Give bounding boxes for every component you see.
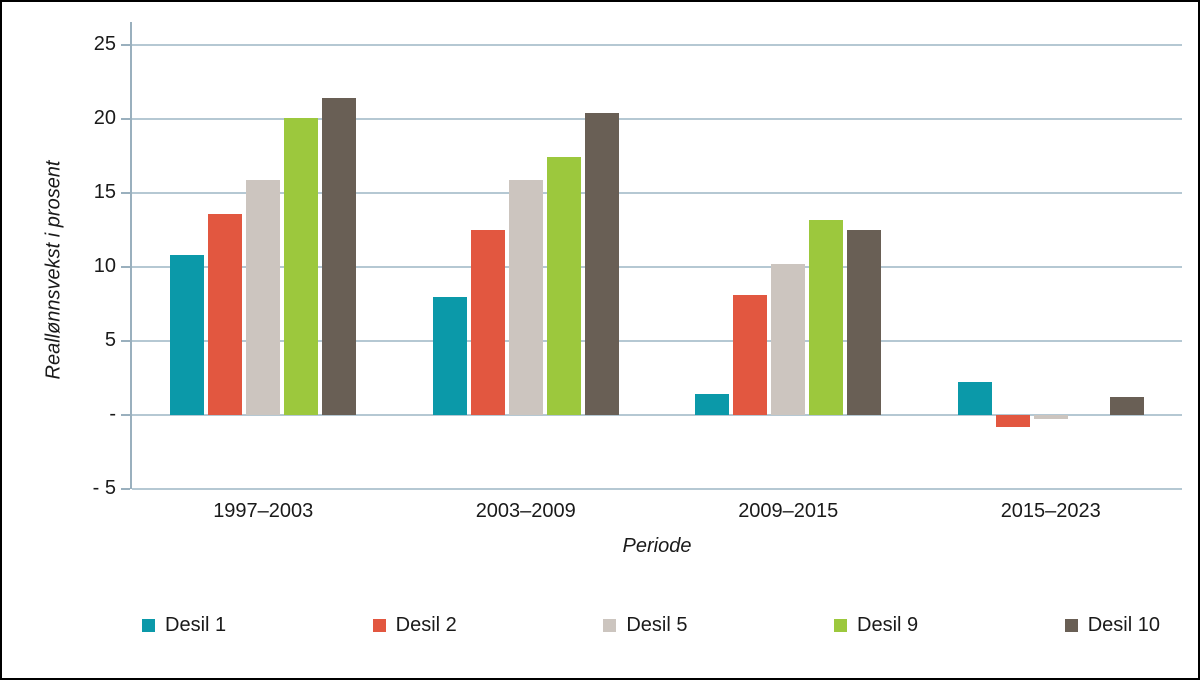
legend-swatch <box>1064 618 1078 632</box>
x-tick-label: 2015–2023 <box>1000 500 1101 522</box>
legend: Desil 1 Desil 2 Desil 5 Desil 9 Desil 10 <box>142 610 1160 640</box>
gridline <box>132 340 1182 342</box>
y-tick-label: 5 <box>104 329 116 351</box>
bar-desil-1-2009–2015 <box>695 394 730 415</box>
bar-desil-5-2009–2015 <box>771 264 806 415</box>
legend-swatch <box>834 618 848 632</box>
y-tick-label: 15 <box>93 181 116 203</box>
legend-item: Desil 9 <box>834 614 918 637</box>
legend-item: Desil 10 <box>1064 613 1160 637</box>
bar-desil-2-2015–2023 <box>995 415 1030 427</box>
bar-desil-2-1997–2003 <box>208 213 243 415</box>
y-tick-label: - 5 <box>92 477 116 499</box>
gridline <box>132 488 1182 490</box>
bar-desil-2-2009–2015 <box>733 295 768 415</box>
legend-swatch <box>372 618 386 632</box>
bar-desil-9-2003–2009 <box>546 157 581 415</box>
y-tick-label: - <box>109 403 116 425</box>
y-tick-mark <box>121 488 130 490</box>
legend-label: Desil 1 <box>165 613 227 636</box>
bar-desil-9-2009–2015 <box>809 219 844 415</box>
gridline <box>132 414 1182 416</box>
bar-desil-10-2015–2023 <box>1109 397 1144 415</box>
plot-area <box>132 22 1182 490</box>
bar-desil-10-2003–2009 <box>584 113 619 415</box>
x-tick-label: 2009–2015 <box>738 500 839 522</box>
y-tick-mark <box>121 414 130 416</box>
gridline <box>132 44 1182 46</box>
legend-label: Desil 2 <box>395 613 457 636</box>
bar-desil-9-1997–2003 <box>284 117 319 415</box>
bar-desil-10-2009–2015 <box>847 230 882 415</box>
bar-desil-1-2015–2023 <box>957 382 992 415</box>
legend-swatch <box>142 618 155 632</box>
bar-desil-10-1997–2003 <box>322 98 357 415</box>
y-tick-label: 10 <box>93 255 116 277</box>
legend-swatch <box>603 618 617 632</box>
bar-desil-5-2003–2009 <box>508 179 543 415</box>
y-axis-line <box>130 22 132 489</box>
gridline <box>132 192 1182 194</box>
y-tick-label: 20 <box>93 107 116 129</box>
x-tick-label: 1997–2003 <box>213 500 314 522</box>
gridline <box>132 118 1182 120</box>
x-tick-label: 2003–2009 <box>475 500 576 522</box>
bar-desil-2-2003–2009 <box>470 230 505 415</box>
y-tick-label: 25 <box>93 33 116 55</box>
bar-desil-5-1997–2003 <box>246 179 281 415</box>
legend-label: Desil 9 <box>857 613 919 636</box>
y-tick-mark <box>121 266 130 268</box>
bar-desil-5-2015–2023 <box>1033 415 1068 420</box>
y-tick-mark <box>121 340 130 342</box>
y-tick-mark <box>121 118 130 120</box>
legend-item: Desil 5 <box>603 614 687 637</box>
bar-desil-1-2003–2009 <box>432 296 467 415</box>
legend-label: Desil 10 <box>1087 613 1160 636</box>
legend-item: Desil 1 <box>142 614 226 637</box>
legend-label: Desil 5 <box>626 613 688 636</box>
y-tick-mark <box>121 44 130 46</box>
gridline <box>132 266 1182 268</box>
bar-desil-1-1997–2003 <box>170 255 205 415</box>
x-axis-title: Periode <box>622 535 692 557</box>
legend-item: Desil 2 <box>372 613 457 637</box>
y-tick-mark <box>121 192 130 194</box>
